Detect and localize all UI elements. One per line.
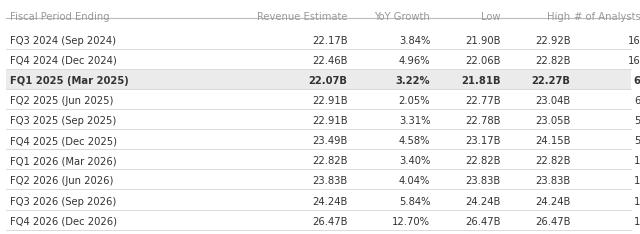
Text: 22.82B: 22.82B [312, 156, 348, 166]
Text: FQ4 2025 (Dec 2025): FQ4 2025 (Dec 2025) [10, 136, 116, 146]
Text: 24.24B: 24.24B [535, 197, 571, 207]
Text: 21.90B: 21.90B [465, 36, 500, 46]
Text: 16: 16 [628, 56, 640, 66]
Text: # of Analysts: # of Analysts [574, 12, 640, 22]
Text: FQ1 2026 (Mar 2026): FQ1 2026 (Mar 2026) [10, 156, 116, 166]
Bar [6, 50, 631, 69]
Bar [6, 190, 631, 210]
Bar [6, 90, 631, 109]
Text: Fiscal Period Ending: Fiscal Period Ending [10, 12, 109, 22]
Text: FQ1 2025 (Mar 2025): FQ1 2025 (Mar 2025) [10, 76, 128, 86]
Text: 23.83B: 23.83B [535, 176, 571, 186]
Text: 3.31%: 3.31% [399, 116, 430, 126]
Text: 21.81B: 21.81B [461, 76, 500, 86]
Text: 26.47B: 26.47B [465, 217, 500, 227]
Text: FQ3 2025 (Sep 2025): FQ3 2025 (Sep 2025) [10, 116, 116, 126]
Bar [6, 29, 631, 49]
Text: Revenue Estimate: Revenue Estimate [257, 12, 348, 22]
Text: FQ2 2026 (Jun 2026): FQ2 2026 (Jun 2026) [10, 176, 113, 186]
Text: YoY Growth: YoY Growth [374, 12, 430, 22]
Bar [6, 170, 631, 190]
Text: 6: 6 [634, 76, 640, 86]
Text: 26.47B: 26.47B [312, 217, 348, 227]
Text: 22.91B: 22.91B [312, 116, 348, 126]
Bar [6, 110, 631, 129]
Text: 22.92B: 22.92B [535, 36, 571, 46]
Text: FQ4 2026 (Dec 2026): FQ4 2026 (Dec 2026) [10, 217, 116, 227]
Text: 22.27B: 22.27B [532, 76, 571, 86]
Text: 1: 1 [634, 176, 640, 186]
Text: 23.83B: 23.83B [465, 176, 500, 186]
Text: 3.40%: 3.40% [399, 156, 430, 166]
Text: 26.47B: 26.47B [535, 217, 571, 227]
Text: FQ3 2026 (Sep 2026): FQ3 2026 (Sep 2026) [10, 197, 116, 207]
Text: 2.05%: 2.05% [399, 96, 430, 106]
Text: 24.15B: 24.15B [535, 136, 571, 146]
Text: FQ2 2025 (Jun 2025): FQ2 2025 (Jun 2025) [10, 96, 113, 106]
Text: 1: 1 [634, 217, 640, 227]
Text: 3.22%: 3.22% [396, 76, 430, 86]
Text: 22.07B: 22.07B [308, 76, 348, 86]
Text: 3.84%: 3.84% [399, 36, 430, 46]
Text: 23.17B: 23.17B [465, 136, 500, 146]
Text: 22.82B: 22.82B [465, 156, 500, 166]
Text: 4.58%: 4.58% [399, 136, 430, 146]
Text: 23.49B: 23.49B [312, 136, 348, 146]
Text: 6: 6 [634, 96, 640, 106]
Text: 4.96%: 4.96% [399, 56, 430, 66]
Bar [6, 211, 631, 230]
Text: 24.24B: 24.24B [312, 197, 348, 207]
Text: 22.17B: 22.17B [312, 36, 348, 46]
Text: 24.24B: 24.24B [465, 197, 500, 207]
Text: Low: Low [481, 12, 500, 22]
Text: High: High [547, 12, 571, 22]
Text: 22.06B: 22.06B [465, 56, 500, 66]
Text: 5: 5 [634, 136, 640, 146]
Text: 22.77B: 22.77B [465, 96, 500, 106]
Text: FQ3 2024 (Sep 2024): FQ3 2024 (Sep 2024) [10, 36, 116, 46]
Text: 22.46B: 22.46B [312, 56, 348, 66]
Text: 23.04B: 23.04B [535, 96, 571, 106]
Text: 22.82B: 22.82B [535, 156, 571, 166]
Text: FQ4 2024 (Dec 2024): FQ4 2024 (Dec 2024) [10, 56, 116, 66]
Text: 16: 16 [628, 36, 640, 46]
Text: 23.05B: 23.05B [535, 116, 571, 126]
Text: 1: 1 [634, 197, 640, 207]
Bar [6, 130, 631, 149]
Text: 22.91B: 22.91B [312, 96, 348, 106]
Text: 12.70%: 12.70% [392, 217, 430, 227]
Text: 1: 1 [634, 156, 640, 166]
Text: 22.82B: 22.82B [535, 56, 571, 66]
Text: 5.84%: 5.84% [399, 197, 430, 207]
Text: 4.04%: 4.04% [399, 176, 430, 186]
Bar [6, 150, 631, 169]
Text: 22.78B: 22.78B [465, 116, 500, 126]
Text: 23.83B: 23.83B [312, 176, 348, 186]
Bar [6, 70, 631, 89]
Text: 5: 5 [634, 116, 640, 126]
